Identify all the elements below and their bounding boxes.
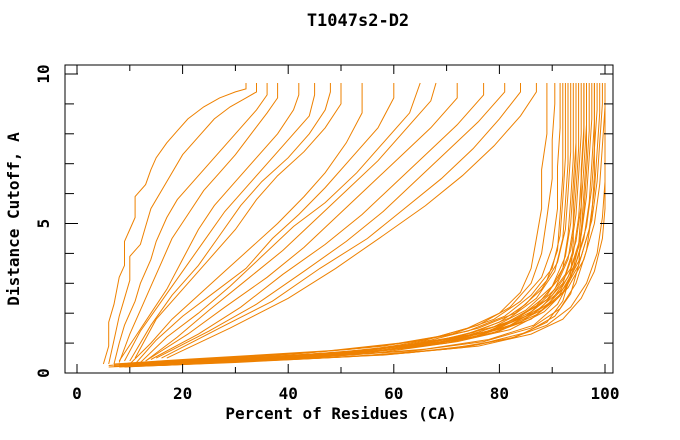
- model-curve: [102, 83, 247, 365]
- plot-title: T1047s2-D2: [307, 11, 409, 31]
- model-curve: [150, 83, 595, 366]
- plot-border: [64, 64, 614, 374]
- model-curve: [134, 83, 395, 365]
- model-curve: [124, 83, 316, 362]
- model-curve: [124, 94, 606, 368]
- axis-ticks: [65, 65, 613, 374]
- model-curve: [156, 83, 601, 366]
- model-curve: [145, 82, 437, 362]
- x-tick-label: 60: [384, 384, 403, 403]
- x-tick-label: 20: [173, 384, 192, 403]
- y-tick-label: 5: [34, 219, 53, 229]
- model-curve: [150, 83, 485, 360]
- axis-tick-labels: 0 20 40 60 80 100 0 5 10: [34, 64, 619, 403]
- model-curve: [129, 83, 363, 365]
- model-curve: [113, 83, 268, 365]
- model-curve: [134, 83, 342, 359]
- x-axis-label: Percent of Residues (CA): [225, 404, 456, 423]
- model-curve: [129, 83, 331, 362]
- model-curve: [161, 83, 521, 359]
- model-curve: [155, 83, 506, 359]
- y-tick-label: 0: [34, 368, 53, 378]
- model-curve: [124, 83, 595, 367]
- model-curve: [129, 83, 585, 367]
- x-tick-label: 40: [279, 384, 298, 403]
- model-curve: [108, 83, 257, 365]
- x-tick-label: 80: [490, 384, 509, 403]
- y-axis-label: Distance Cutoff, A: [4, 132, 23, 306]
- x-tick-label: 100: [591, 384, 620, 403]
- model-curve: [113, 83, 587, 367]
- model-curve: [166, 83, 537, 359]
- model-curve: [113, 83, 561, 365]
- model-curve: [119, 83, 566, 365]
- model-curve: [145, 83, 458, 362]
- model-curve: [118, 83, 300, 362]
- x-tick-label: 0: [72, 384, 82, 403]
- y-tick-label: 10: [34, 64, 53, 83]
- model-curve: [118, 83, 279, 363]
- model-curve: [156, 83, 603, 365]
- model-curve: [140, 82, 421, 363]
- model-curves: [102, 82, 606, 368]
- model-curve: [113, 83, 556, 366]
